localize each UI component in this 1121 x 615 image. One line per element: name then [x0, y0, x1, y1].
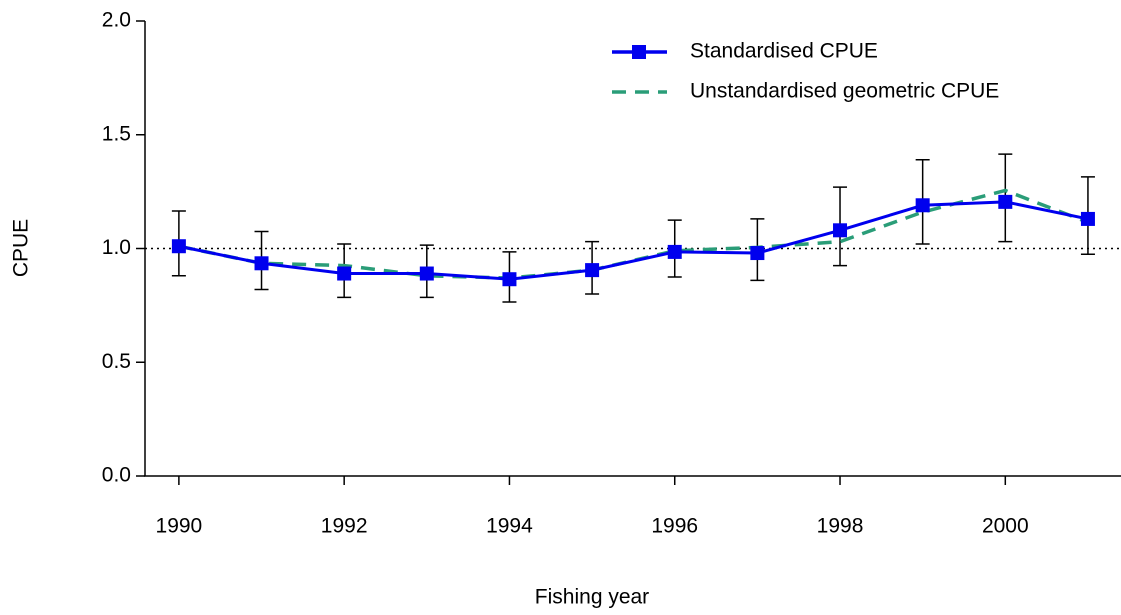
point: [750, 246, 765, 261]
legend-marker: [632, 45, 646, 59]
point: [915, 198, 930, 213]
x-tick-label: 1994: [486, 515, 533, 538]
point: [254, 256, 269, 271]
point: [171, 239, 186, 254]
x-tick-label: 1992: [321, 515, 368, 538]
point: [337, 266, 352, 281]
legend-label: Standardised CPUE: [690, 40, 878, 63]
point: [419, 266, 434, 281]
point: [502, 272, 517, 287]
y-tick-label: 1.0: [102, 236, 131, 259]
y-tick-label: 0.0: [102, 464, 131, 487]
point: [667, 244, 682, 259]
legend-label: Unstandardised geometric CPUE: [690, 80, 999, 103]
x-tick-label: 1996: [651, 515, 698, 538]
y-tick-label: 2.0: [102, 9, 131, 32]
point: [1080, 211, 1095, 226]
x-tick-label: 1990: [156, 515, 203, 538]
y-axis-label: CPUE: [10, 219, 33, 277]
series-line: [178, 188, 1089, 280]
point: [833, 223, 848, 238]
point: [585, 263, 600, 278]
y-tick-label: 1.5: [102, 122, 131, 145]
point: [998, 194, 1013, 209]
x-tick-label: 1998: [817, 515, 864, 538]
series-line: [178, 200, 1089, 281]
x-tick-label: 2000: [982, 515, 1029, 538]
y-tick-label: 0.5: [102, 350, 131, 373]
x-axis-label: Fishing year: [535, 586, 649, 609]
